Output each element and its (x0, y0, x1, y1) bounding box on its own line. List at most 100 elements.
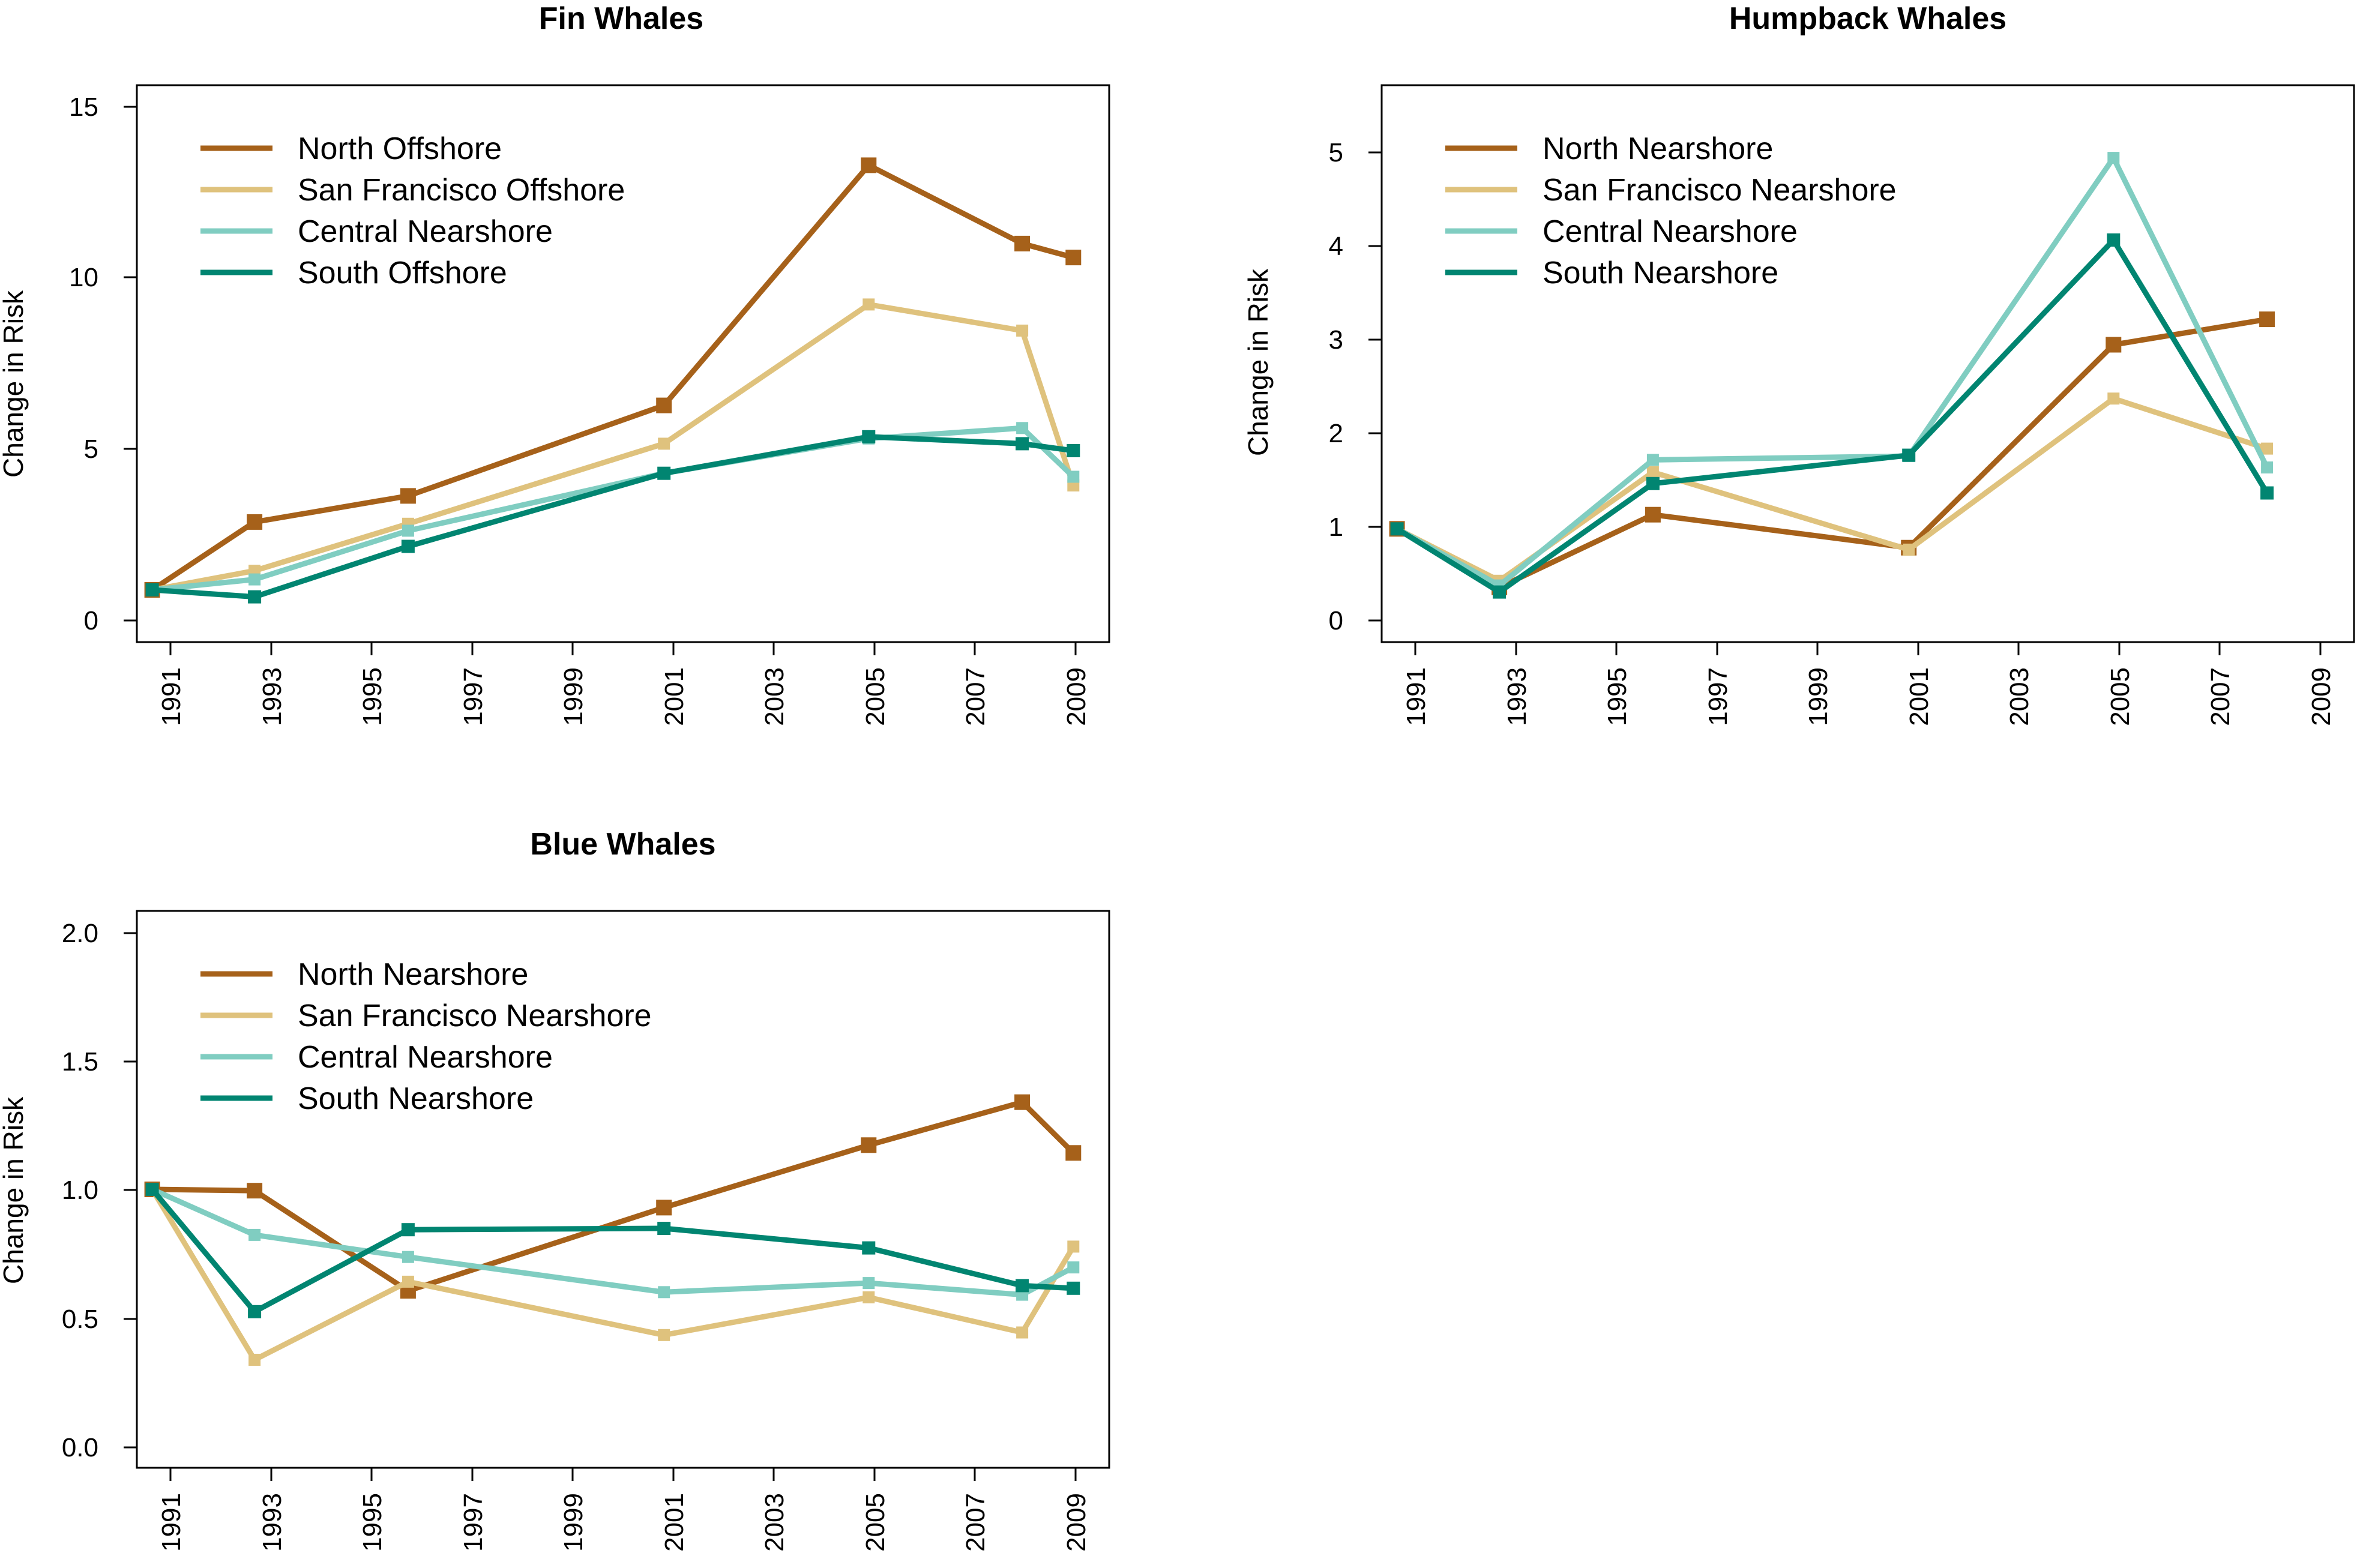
x-tick-label: 2001 (660, 1493, 689, 1552)
data-point (1390, 522, 1404, 536)
data-point (656, 397, 672, 413)
data-point (401, 1223, 415, 1237)
x-tick-label: 1991 (157, 1493, 186, 1552)
data-point (862, 430, 876, 443)
x-tick-label: 2001 (660, 667, 689, 726)
data-point (248, 573, 261, 586)
data-point (402, 1275, 414, 1288)
y-tick-label: 10 (69, 263, 98, 292)
data-point (145, 583, 159, 596)
legend-label: North Nearshore (1543, 131, 1773, 166)
plot-frame (136, 84, 1110, 643)
y-axis: 0.0 0.5 1.0 1.5 2.0 (62, 919, 138, 1462)
data-point (248, 1305, 262, 1318)
y-axis-label: Change in Risk (1242, 268, 1274, 456)
series-line (151, 162, 1074, 592)
data-point (2107, 233, 2121, 247)
legend-label: South Nearshore (1543, 256, 1778, 290)
y-tick-label: 2 (1329, 419, 1343, 448)
y-axis-label: Change in Risk (0, 290, 29, 478)
y-tick-label: 0.0 (62, 1433, 98, 1462)
data-point (1065, 1145, 1082, 1161)
data-point (248, 1354, 261, 1366)
x-tick-label: 2009 (1062, 1493, 1091, 1552)
series-central-nearshore (146, 422, 1080, 596)
legend: North Offshore San Francisco Offshore Ce… (200, 131, 625, 290)
data-point (1493, 585, 1507, 599)
x-tick-label: 2009 (2307, 667, 2336, 726)
series-south-nearshore (1390, 233, 2274, 599)
data-point (2107, 152, 2120, 164)
data-point (1016, 1279, 1029, 1293)
data-point (862, 1291, 875, 1303)
x-axis: 1991 1993 1995 1997 1999 2001 2003 2005 … (157, 1467, 1091, 1552)
data-point (862, 298, 875, 311)
x-tick-label: 2005 (2106, 667, 2135, 726)
y-tick-label: 0 (84, 606, 98, 635)
y-axis: 0 5 10 15 (69, 92, 138, 635)
series-line (152, 425, 1076, 593)
series-line (150, 1188, 1074, 1315)
data-point (658, 437, 670, 450)
data-point (657, 1222, 671, 1235)
series-line (151, 301, 1076, 593)
data-point (1067, 444, 1080, 457)
chart-title: Humpback Whales (1729, 1, 2006, 36)
y-tick-label: 0 (1329, 606, 1343, 635)
chart-title: Blue Whales (530, 827, 715, 862)
x-tick-label: 1995 (358, 1493, 387, 1552)
x-tick-label: 2003 (2005, 667, 2034, 726)
series-san-francisco-nearshore (146, 1183, 1080, 1366)
x-tick-label: 1999 (559, 1493, 588, 1552)
legend: North Nearshore San Francisco Nearshore … (1445, 131, 1897, 290)
data-point (2261, 461, 2274, 473)
series-line (1395, 155, 2270, 589)
legend-label: San Francisco Nearshore (298, 999, 652, 1033)
series-south-offshore (145, 430, 1080, 604)
series-layer (144, 157, 1082, 604)
y-tick-label: 2.0 (62, 919, 98, 948)
data-point (1646, 466, 1659, 478)
data-point (2261, 442, 2274, 455)
data-point (145, 1183, 159, 1196)
data-point (1016, 324, 1029, 337)
data-point (861, 1137, 877, 1153)
y-tick-label: 0.5 (62, 1305, 98, 1334)
x-tick-label: 2003 (760, 1493, 789, 1552)
legend-label: Central Nearshore (298, 214, 553, 249)
data-point (1016, 422, 1029, 434)
data-point (656, 1200, 672, 1216)
x-tick-label: 1991 (1401, 667, 1431, 726)
x-tick-label: 2007 (961, 1493, 990, 1552)
legend: North Nearshore San Francisco Nearshore … (200, 957, 652, 1116)
series-south-nearshore (145, 1183, 1080, 1318)
x-tick-label: 1997 (459, 667, 488, 726)
legend-label: North Nearshore (298, 957, 528, 992)
data-point (247, 514, 263, 530)
legend-label: South Offshore (298, 256, 507, 290)
data-point (401, 539, 415, 553)
data-point (248, 590, 262, 604)
data-point (1067, 1261, 1080, 1274)
series-layer (1389, 152, 2275, 599)
x-tick-label: 2005 (861, 1493, 890, 1552)
data-point (658, 1329, 670, 1341)
y-tick-label: 1.0 (62, 1176, 98, 1205)
x-tick-label: 2007 (961, 667, 990, 726)
series-san-francisco-offshore (146, 298, 1080, 596)
data-point (2259, 311, 2275, 328)
data-point (1067, 1281, 1080, 1295)
data-point (657, 466, 671, 480)
x-tick-label: 1999 (1804, 667, 1833, 726)
chart-title: Fin Whales (539, 1, 703, 36)
legend-label: San Francisco Offshore (298, 173, 625, 208)
series-layer (144, 1094, 1082, 1366)
y-tick-label: 5 (84, 434, 98, 464)
y-tick-label: 1.5 (62, 1047, 98, 1077)
x-tick-label: 2003 (760, 667, 789, 726)
legend-label: North Offshore (298, 131, 502, 166)
x-axis: 1991 1993 1995 1997 1999 2001 2003 2005 … (1401, 641, 2336, 726)
data-point (248, 1228, 261, 1241)
y-tick-label: 5 (1329, 138, 1343, 167)
data-point (1067, 470, 1080, 483)
